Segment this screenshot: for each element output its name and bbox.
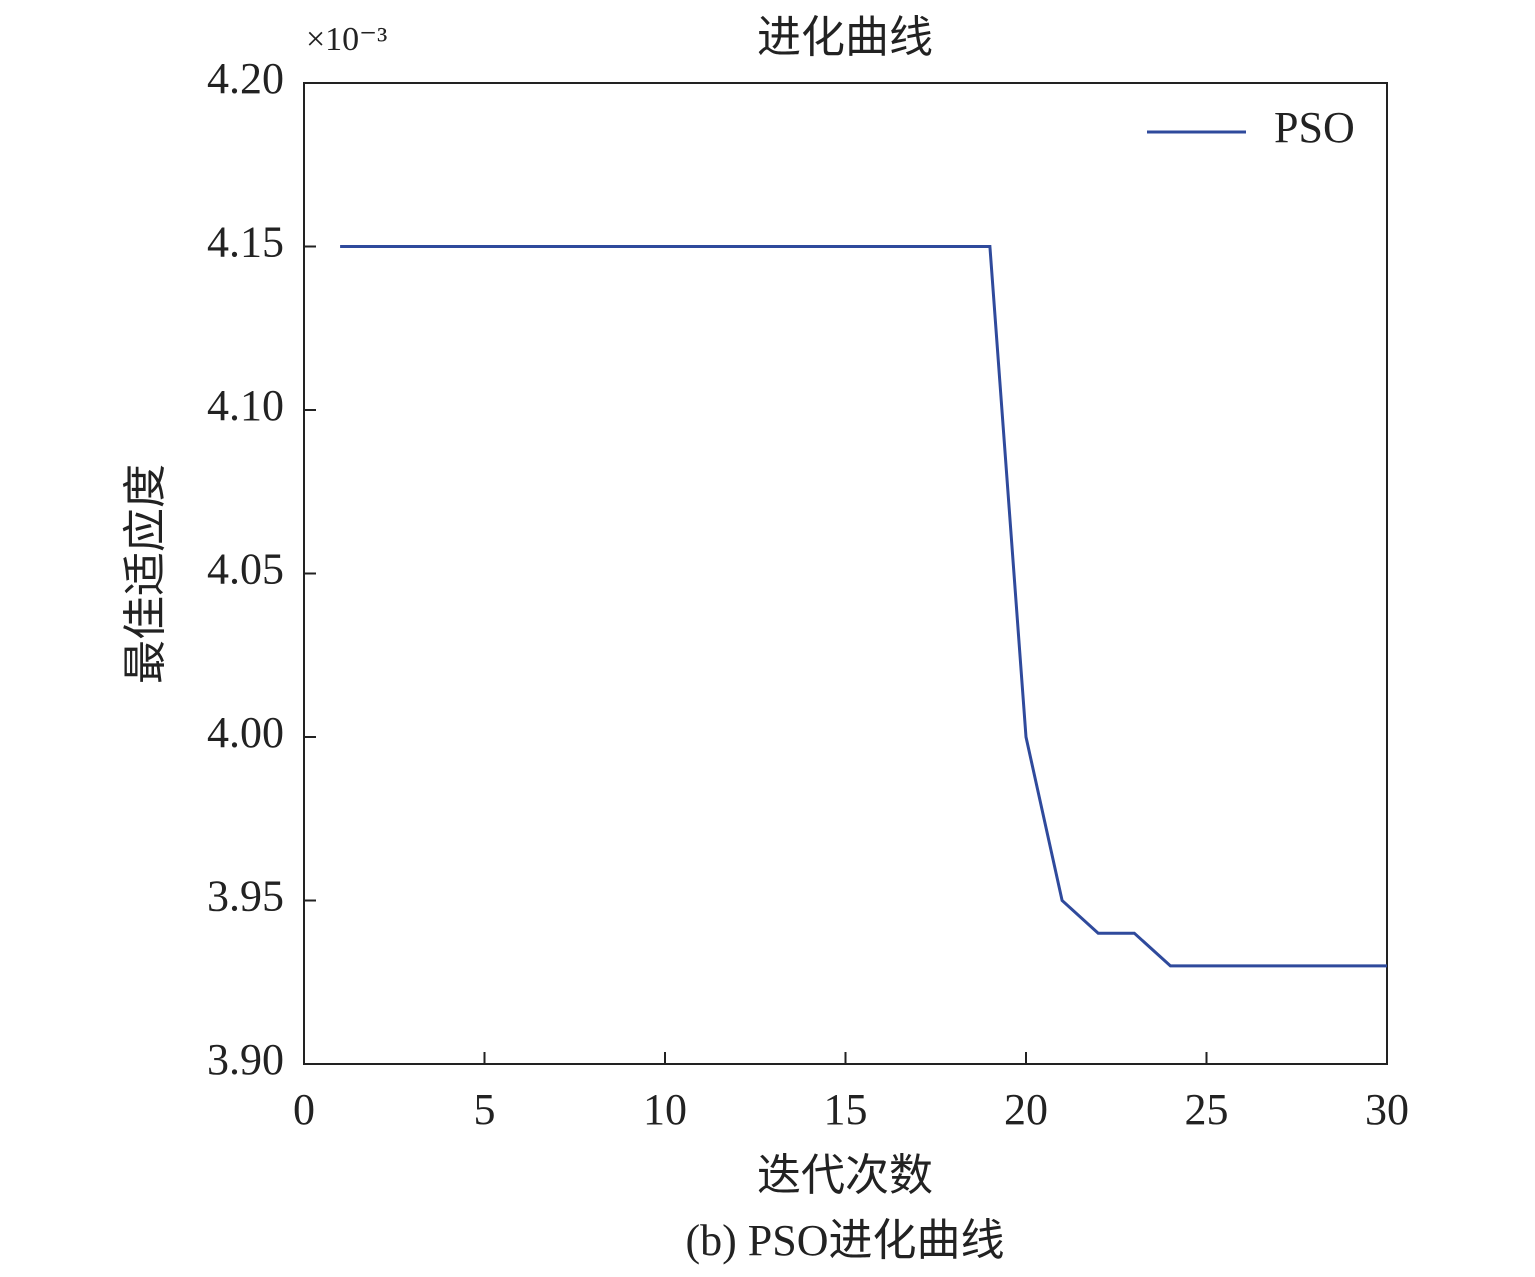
y-tick-label: 4.10 bbox=[207, 381, 284, 430]
axis-multiplier: ×10⁻³ bbox=[306, 21, 387, 58]
x-tick-label: 0 bbox=[293, 1085, 315, 1134]
x-tick-label: 10 bbox=[643, 1085, 687, 1134]
x-tick-label: 20 bbox=[1004, 1085, 1048, 1134]
legend-label: PSO bbox=[1274, 103, 1355, 152]
x-tick-label: 30 bbox=[1365, 1085, 1409, 1134]
plot-frame bbox=[303, 82, 1388, 1065]
chart-title: 进化曲线 bbox=[757, 13, 933, 62]
x-tick-label: 5 bbox=[474, 1085, 496, 1134]
y-tick-label: 3.95 bbox=[207, 872, 284, 921]
x-tick-label: 25 bbox=[1185, 1085, 1229, 1134]
y-axis-label: 最佳适应度 bbox=[121, 464, 170, 684]
y-tick-label: 4.00 bbox=[207, 708, 284, 757]
caption: (b) PSO进化曲线 bbox=[685, 1216, 1004, 1265]
y-tick-label: 4.15 bbox=[207, 218, 284, 267]
y-tick-label: 4.20 bbox=[207, 54, 284, 103]
x-axis-label: 迭代次数 bbox=[757, 1151, 933, 1200]
y-tick-label: 4.05 bbox=[207, 545, 284, 594]
data-line bbox=[340, 245, 1387, 968]
y-tick-label: 3.90 bbox=[207, 1035, 284, 1084]
x-tick-label: 15 bbox=[824, 1085, 868, 1134]
